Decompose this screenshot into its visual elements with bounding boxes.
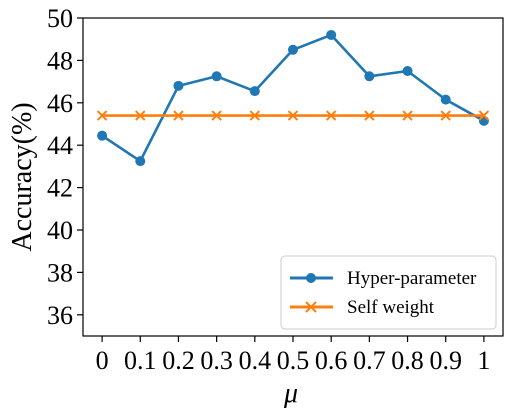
data-point-hyper-parameter [364, 71, 375, 82]
plot-marks [96, 29, 490, 167]
data-point-self-weight [402, 110, 413, 121]
x-tick-label: 0.6 [315, 346, 348, 375]
data-point-self-weight [211, 110, 222, 121]
data-point-hyper-parameter [288, 44, 298, 55]
data-point-self-weight [96, 110, 108, 121]
x-axis-label: μ [283, 378, 298, 409]
x-tick-label: 0.8 [391, 346, 424, 375]
legend-box [280, 255, 497, 330]
data-point-hyper-parameter [326, 29, 337, 40]
x-tick-label: 0.1 [124, 346, 157, 375]
data-point-hyper-parameter [97, 130, 108, 141]
legend-label-self-weight: Self weight [347, 297, 435, 318]
x-tick-label: 0.2 [162, 346, 195, 375]
legend-marker-self-weight [305, 301, 317, 313]
data-point-hyper-parameter [440, 94, 451, 105]
legend: Hyper-parameter Self weight [280, 255, 497, 330]
data-point-self-weight [440, 110, 451, 121]
data-point-self-weight [287, 110, 299, 121]
data-point-hyper-parameter [249, 86, 260, 97]
x-tick-label: 0.7 [353, 346, 386, 375]
y-axis: 36 38 40 42 44 46 48 50 [47, 4, 83, 330]
x-tick-label: 0.3 [200, 346, 233, 375]
data-point-self-weight [364, 110, 375, 121]
y-tick-label: 40 [47, 216, 73, 245]
data-point-hyper-parameter [478, 115, 489, 126]
y-axis-label: Accuracy(%) [7, 102, 38, 251]
legend-marker-hyper-parameter [306, 273, 316, 283]
data-point-self-weight [173, 110, 184, 121]
data-point-self-weight [249, 110, 261, 121]
y-tick-label: 50 [47, 4, 73, 33]
x-tick-label: 0.4 [239, 346, 272, 375]
x-axis: 0 0.1 0.2 0.3 0.4 0.5 0.6 0.7 0.8 0.9 1 [96, 336, 490, 375]
data-point-hyper-parameter [135, 156, 146, 167]
x-tick-label: 0.5 [277, 346, 310, 375]
data-point-self-weight [325, 110, 337, 121]
y-tick-label: 36 [47, 301, 73, 330]
y-tick-label: 48 [47, 46, 73, 75]
y-tick-label: 42 [47, 174, 73, 203]
legend-entry-hyper-parameter: Hyper-parameter [290, 268, 477, 289]
y-tick-label: 44 [47, 131, 73, 160]
legend-label-hyper-parameter: Hyper-parameter [347, 268, 477, 289]
data-point-hyper-parameter [173, 80, 184, 91]
x-tick-label: 0 [96, 346, 109, 375]
data-point-self-weight [478, 110, 490, 121]
data-point-hyper-parameter [211, 71, 222, 82]
data-point-self-weight [135, 110, 146, 121]
data-point-hyper-parameter [402, 66, 413, 76]
y-tick-label: 38 [47, 258, 73, 287]
x-tick-label: 1 [477, 346, 490, 375]
y-tick-label: 46 [47, 89, 73, 118]
legend-entry-self-weight: Self weight [290, 297, 435, 318]
x-tick-label: 0.9 [429, 346, 462, 375]
